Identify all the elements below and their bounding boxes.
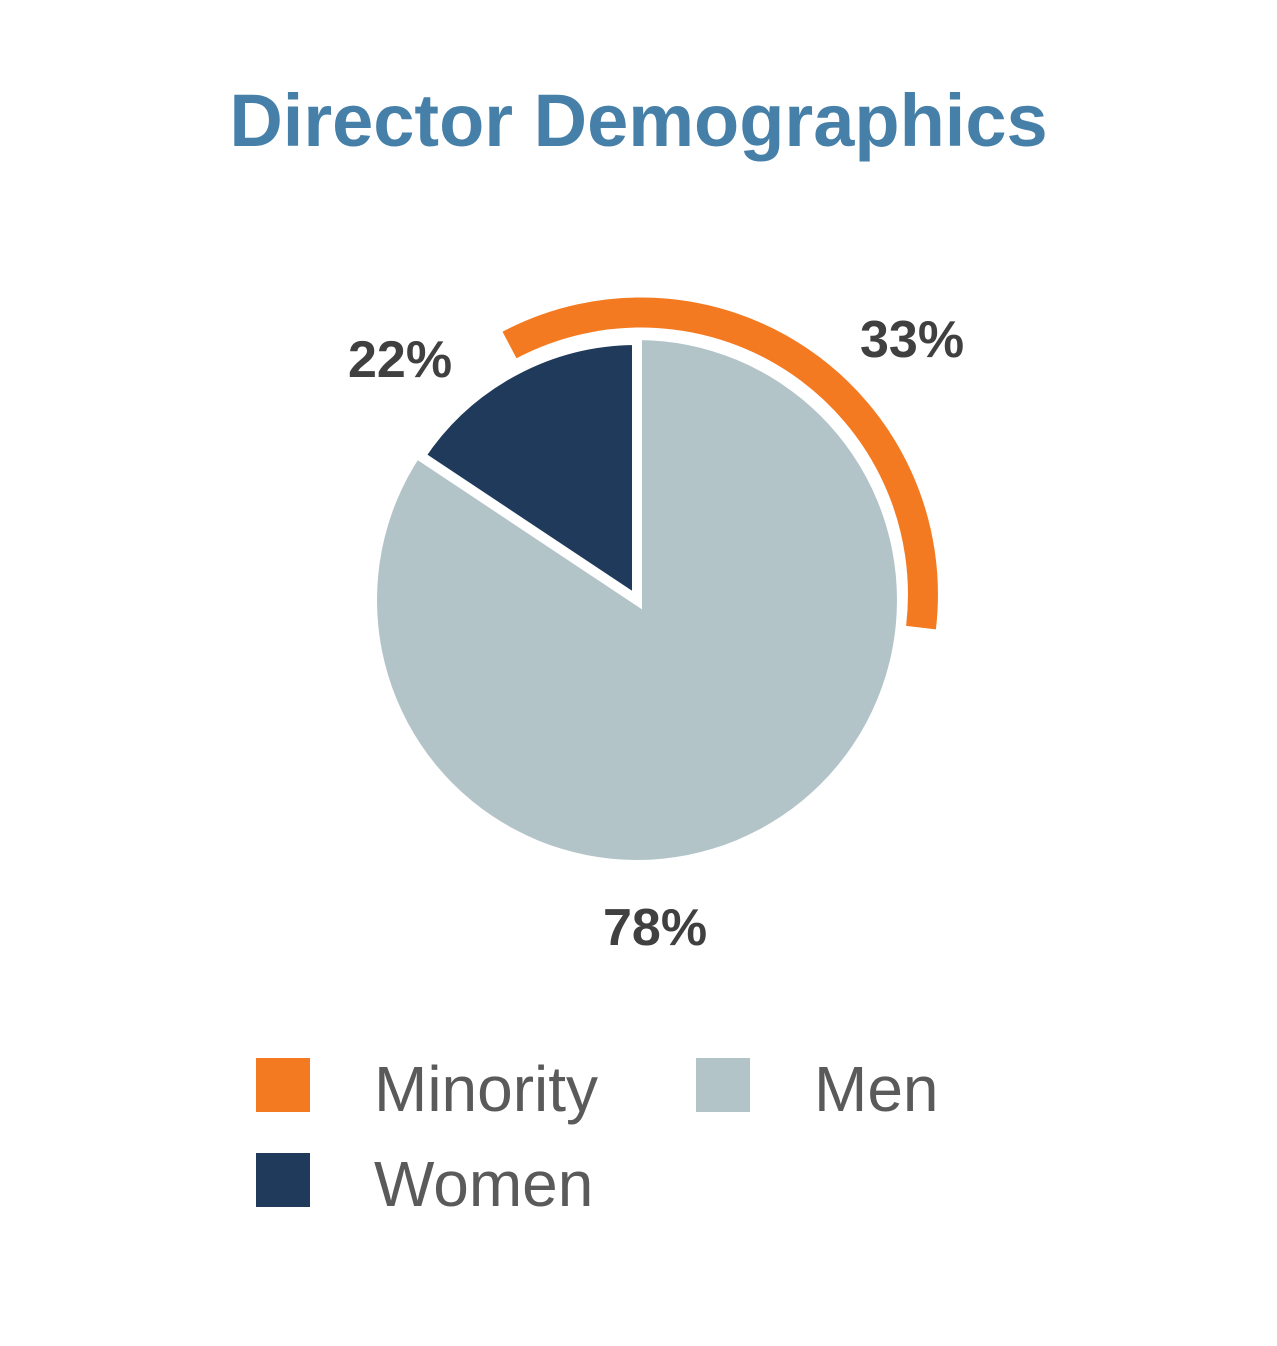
women-percent-label: 22%: [348, 331, 453, 389]
chart-title: Director Demographics: [229, 79, 1048, 162]
pie-slice-women: [413, 334, 642, 610]
legend-label-minority: Minority: [374, 1053, 599, 1125]
legend-swatch-minority: [256, 1058, 310, 1112]
minority-percent-label: 33%: [860, 311, 965, 369]
legend-swatch-men: [696, 1058, 750, 1112]
minority-arc: [502, 297, 938, 630]
legend-label-women: Women: [374, 1148, 594, 1220]
legend-label-men: Men: [814, 1053, 939, 1125]
men-percent-label: 78%: [603, 899, 708, 957]
legend-swatch-women: [256, 1153, 310, 1207]
